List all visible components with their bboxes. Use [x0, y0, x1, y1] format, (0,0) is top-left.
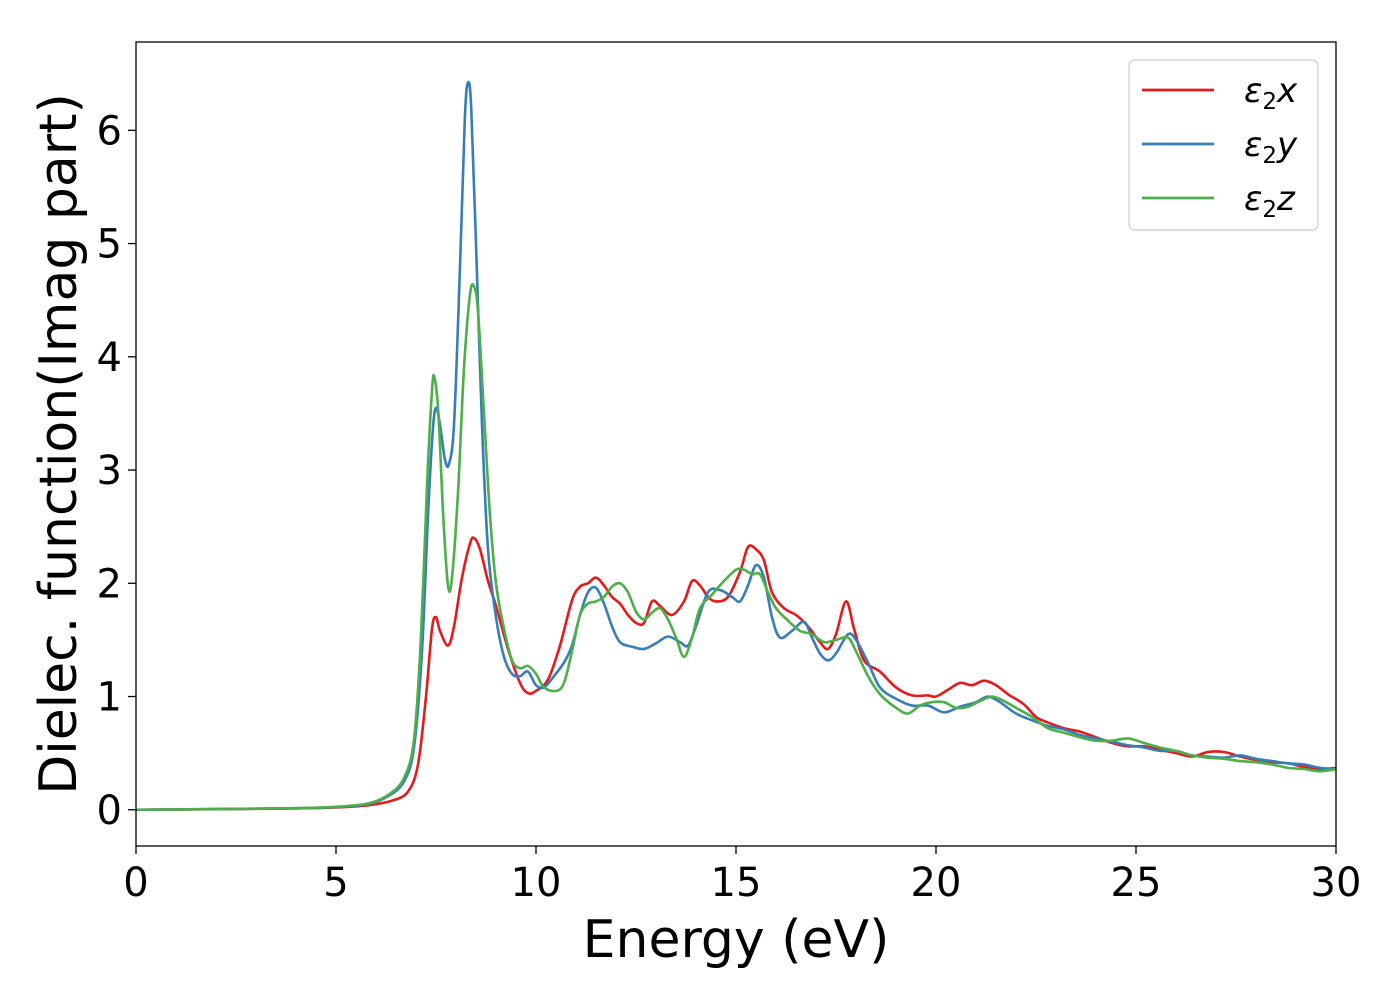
x-axis: 0 5 10 15 20 25 30 — [123, 846, 1361, 906]
x-tick-label: 25 — [1111, 860, 1162, 906]
legend-box — [1128, 59, 1319, 231]
y-tick-label: 3 — [97, 448, 122, 494]
y-tick-label: 5 — [97, 222, 122, 268]
series-layer — [136, 80, 1336, 812]
y-axis: 0 1 2 3 4 5 6 — [97, 108, 136, 834]
y-tick-label: 6 — [97, 108, 122, 154]
x-axis-label: Energy (eV) — [583, 910, 890, 970]
series-line-x — [136, 536, 1336, 812]
legend-label-z: ε2z — [1244, 179, 1296, 223]
y-tick-label: 4 — [97, 335, 122, 381]
y-tick-label: 1 — [97, 675, 122, 721]
x-tick-label: 15 — [711, 860, 762, 906]
legend: ε2x ε2y ε2z — [1128, 59, 1319, 231]
legend-label-y: ε2y — [1244, 125, 1298, 169]
y-axis-label: Dielec. function(Imag part) — [29, 93, 89, 795]
legend-label-x: ε2x — [1244, 71, 1298, 115]
x-tick-label: 30 — [1311, 860, 1362, 906]
x-tick-label: 10 — [511, 860, 562, 906]
y-tick-label: 0 — [97, 788, 122, 834]
x-tick-label: 20 — [911, 860, 962, 906]
series-line-z — [136, 282, 1336, 812]
y-tick-label: 2 — [97, 561, 122, 607]
x-tick-label: 0 — [123, 860, 148, 906]
x-tick-label: 5 — [323, 860, 348, 906]
